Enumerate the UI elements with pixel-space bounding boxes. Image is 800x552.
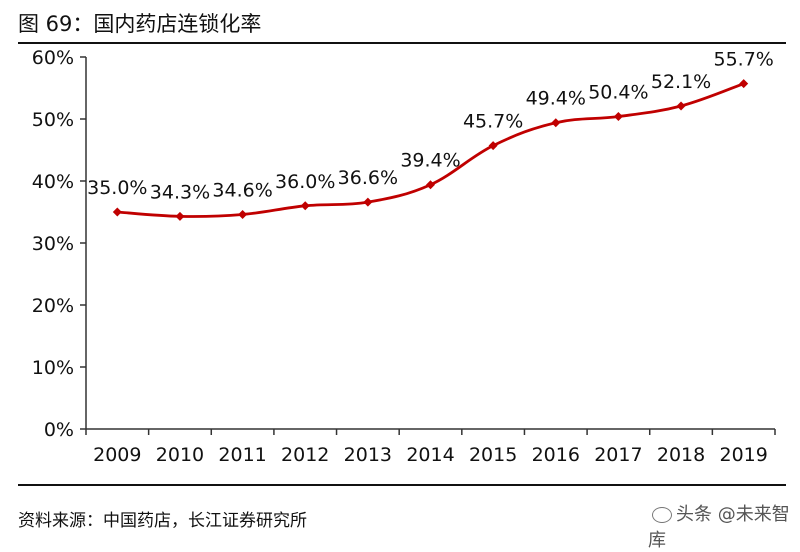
y-tick-label: 20% [32,295,74,317]
data-label: 55.7% [714,49,774,71]
y-tick-label: 60% [32,47,74,69]
line-chart: 0% 10% 20% 30% 40% 50% 60% 2009 2010 2011 2012 201… [32,47,776,466]
data-point [613,112,623,122]
data-label: 34.6% [212,179,272,201]
x-tick-label: 2009 [93,444,141,466]
x-tick-label: 2011 [218,444,266,466]
data-label: 52.1% [651,71,711,93]
data-label: 35.0% [87,177,147,199]
data-point [300,201,310,211]
data-points [112,79,749,221]
data-point [238,209,248,219]
x-tick-labels: 2009 2010 2011 2012 2013 2014 2015 2016 2017 2018… [93,444,768,466]
data-label: 39.4% [400,150,460,172]
y-tick-label: 0% [44,419,74,441]
x-tick-label: 2014 [406,444,454,466]
x-tick-label: 2015 [469,444,517,466]
x-tick-label: 2016 [532,444,580,466]
figure-title: 图 69：国内药店连锁化率 [18,12,262,36]
x-tick-label: 2013 [344,444,392,466]
x-tick-label: 2010 [156,444,204,466]
data-point [175,211,185,221]
x-tick-label: 2012 [281,444,329,466]
y-tick-label: 50% [32,109,74,131]
watermark: 头条 @未来智库 [648,500,800,552]
x-tick-label: 2017 [594,444,642,466]
bottom-rule [18,484,786,486]
data-label: 36.0% [275,171,335,193]
axes [80,56,776,435]
top-rule [18,42,786,44]
x-tick-label: 2018 [657,444,705,466]
source-note: 资料来源：中国药店，长江证券研究所 [18,511,307,531]
x-tick-label: 2019 [720,444,768,466]
data-labels: 35.0% 34.3% 34.6% 36.0% 36.6%39.4%45.7%49.4%… [87,49,774,204]
data-label: 45.7% [463,111,523,133]
data-label: 36.6% [338,167,398,189]
y-tick-label: 30% [32,233,74,255]
data-point [551,118,561,128]
data-point [426,180,435,190]
data-label: 50.4% [588,82,648,104]
data-label: 34.3% [150,181,210,203]
y-tick-label: 10% [32,357,74,379]
y-tick-labels: 0% 10% 20% 30% 40% 50% 60% [32,47,74,441]
data-point [676,101,686,111]
data-point [112,207,122,217]
y-tick-label: 40% [32,171,74,193]
watermark-icon [652,507,672,523]
data-label: 49.4% [526,88,586,110]
data-point [363,197,373,207]
data-point [488,141,498,151]
data-point [739,79,749,89]
